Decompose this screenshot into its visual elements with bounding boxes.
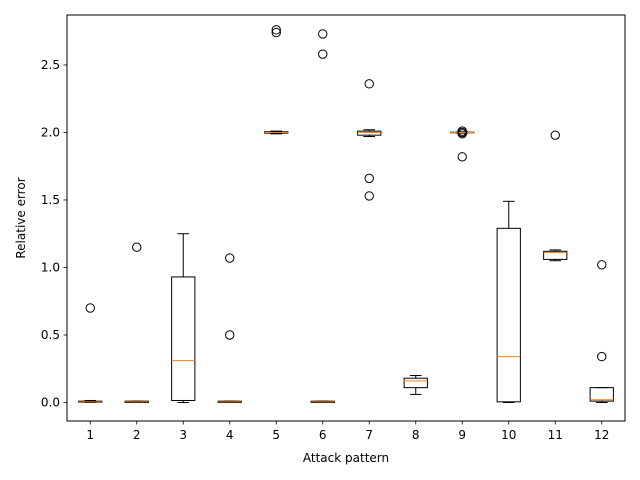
y-axis: 0.0 0.5 1.0 1.5 2.0 2.5 — [41, 58, 67, 410]
x-tick-label: 3 — [179, 428, 187, 442]
x-tick-label: 10 — [501, 428, 516, 442]
outlier-point — [364, 173, 374, 184]
outlier-point — [597, 351, 607, 362]
iqr-box — [543, 250, 568, 260]
plot-area — [78, 25, 614, 404]
iqr-box — [496, 227, 521, 403]
box-group-12 — [589, 260, 614, 404]
iqr-box — [403, 377, 428, 389]
box-group-1 — [78, 303, 103, 404]
outlier-point — [132, 242, 142, 252]
y-axis-label: Relative error — [14, 177, 28, 258]
outlier-point — [364, 191, 374, 201]
x-tick-label: 11 — [548, 428, 563, 442]
outlier-point — [271, 25, 281, 35]
x-axis: 1 2 3 4 5 6 7 8 9 10 11 12 — [86, 421, 609, 442]
y-tick-label: 2.5 — [41, 58, 60, 72]
axes-frame — [66, 14, 626, 422]
box-group-2 — [124, 242, 149, 404]
x-tick-label: 12 — [594, 428, 609, 442]
outlier-point — [225, 253, 235, 263]
x-tick-label: 6 — [319, 428, 327, 442]
iqr-box — [171, 276, 196, 401]
y-tick-label: 1.0 — [41, 261, 60, 275]
outlier-point — [364, 79, 374, 89]
box-group-10 — [496, 200, 521, 404]
box-group-8 — [403, 374, 428, 395]
outlier-point — [271, 27, 281, 38]
iqr-box — [589, 387, 614, 402]
y-tick-label: 0.0 — [41, 396, 60, 410]
x-axis-label: Attack pattern — [303, 451, 389, 465]
outlier-point — [225, 330, 235, 340]
outlier-point — [457, 126, 467, 136]
outlier-point — [550, 130, 560, 140]
x-tick-label: 7 — [365, 428, 373, 442]
x-tick-label: 5 — [272, 428, 280, 442]
outlier-point — [457, 152, 467, 162]
box-group-7 — [357, 79, 382, 201]
outlier-point — [318, 29, 328, 39]
box-group-9 — [450, 126, 475, 162]
box-group-11 — [543, 130, 568, 262]
y-tick-label: 1.5 — [41, 193, 60, 207]
box-group-6 — [310, 29, 335, 404]
x-tick-label: 9 — [458, 428, 466, 442]
y-tick-label: 2.0 — [41, 126, 60, 140]
box-group-4 — [217, 253, 242, 404]
outlier-point — [85, 303, 95, 313]
outlier-point — [597, 260, 607, 270]
y-tick-label: 0.5 — [41, 328, 60, 342]
x-tick-label: 1 — [86, 428, 94, 442]
x-tick-label: 8 — [412, 428, 420, 442]
outlier-point — [318, 49, 328, 59]
x-tick-label: 2 — [133, 428, 141, 442]
iqr-box — [357, 130, 382, 136]
box-group-3 — [171, 233, 196, 404]
box-group-5 — [264, 25, 289, 135]
x-tick-label: 4 — [226, 428, 234, 442]
